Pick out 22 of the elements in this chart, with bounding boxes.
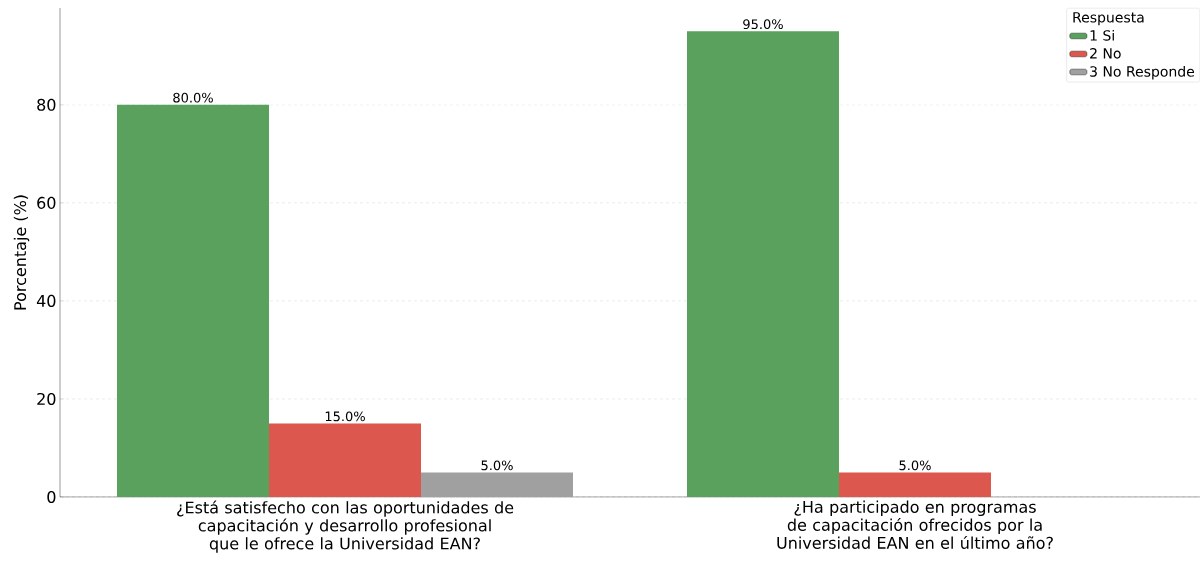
data-label: 95.0% (743, 19, 783, 30)
y-tick-label: 0 (47, 490, 56, 504)
legend-title: Respuesta (1073, 12, 1144, 26)
bar (269, 423, 421, 497)
x-tick-label: ¿Ha participado en programas de capacitación ofrecidos por la Universidad EAN en el último año? (777, 500, 1053, 549)
y-tick-label: 40 (36, 294, 56, 307)
x-tick-label: ¿Está satisfecho con las oportunidades de capacitación y desarrollo profesional que le ofrece la Universidad EAN? (177, 500, 514, 553)
y-axis-title: Porcentaje (%) (13, 195, 30, 310)
y-tick-label: 60 (37, 196, 56, 209)
data-label: 5.0% (899, 460, 931, 471)
bar (838, 472, 991, 497)
legend-label: 1 Si (1090, 29, 1114, 41)
data-label: 5.0% (481, 460, 513, 471)
bar (117, 104, 270, 497)
data-label: 80.0% (173, 92, 213, 103)
legend-label: 3 No Responde (1090, 65, 1195, 80)
y-tick-label: 80 (37, 98, 56, 111)
bar (421, 472, 573, 497)
legend-label: 2 No (1090, 48, 1121, 59)
y-tick-label: 20 (37, 392, 56, 405)
data-label: 15.0% (325, 411, 365, 422)
bar (687, 31, 839, 497)
